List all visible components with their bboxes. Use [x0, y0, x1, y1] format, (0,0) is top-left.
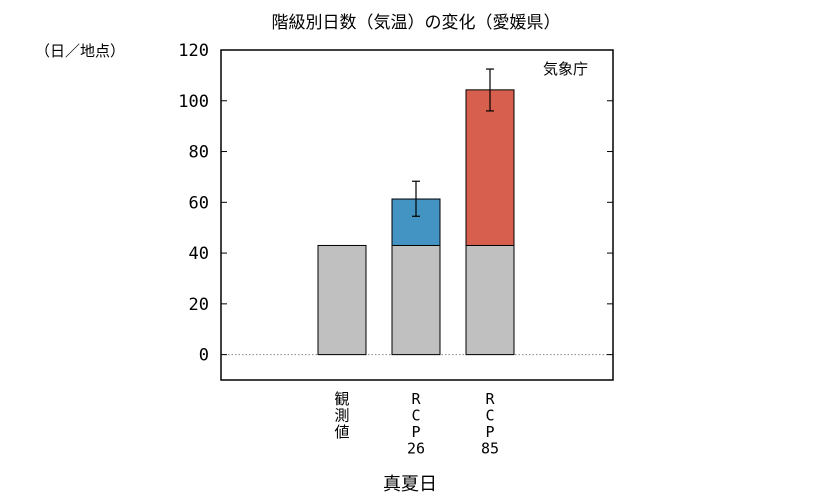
y-tick-label-2: 40	[189, 244, 209, 264]
category-label-0: 観測値	[334, 390, 349, 441]
bars	[317, 89, 515, 356]
y-tick-label-0: 0	[199, 346, 209, 366]
x-axis-label: 真夏日	[383, 474, 437, 495]
y-axis: 0 20 40 60 80 100 120	[178, 41, 613, 366]
category-label-2: R C P 85	[481, 390, 499, 458]
category-label-1: R C P 26	[407, 390, 425, 458]
plot-frame	[220, 49, 614, 381]
bar-base-1	[391, 244, 441, 356]
y-tick-label-3: 60	[189, 193, 209, 213]
bar-increase-2	[465, 89, 515, 246]
error-bars	[412, 68, 494, 217]
y-tick-label-5: 100	[178, 92, 209, 112]
category-labels: 観測値 R C P 26 R C P 85	[334, 390, 499, 458]
y-tick-label-6: 120	[178, 41, 209, 61]
bar-base-0	[317, 244, 367, 356]
y-tick-label-4: 80	[189, 143, 209, 163]
bar-base-2	[465, 244, 515, 356]
chart-title: 階級別日数（気温）の変化（愛媛県）	[272, 13, 561, 33]
y-tick-label-1: 20	[189, 295, 209, 315]
source-label: 気象庁	[543, 60, 588, 78]
y-unit-label: （日／地点）	[35, 42, 125, 60]
